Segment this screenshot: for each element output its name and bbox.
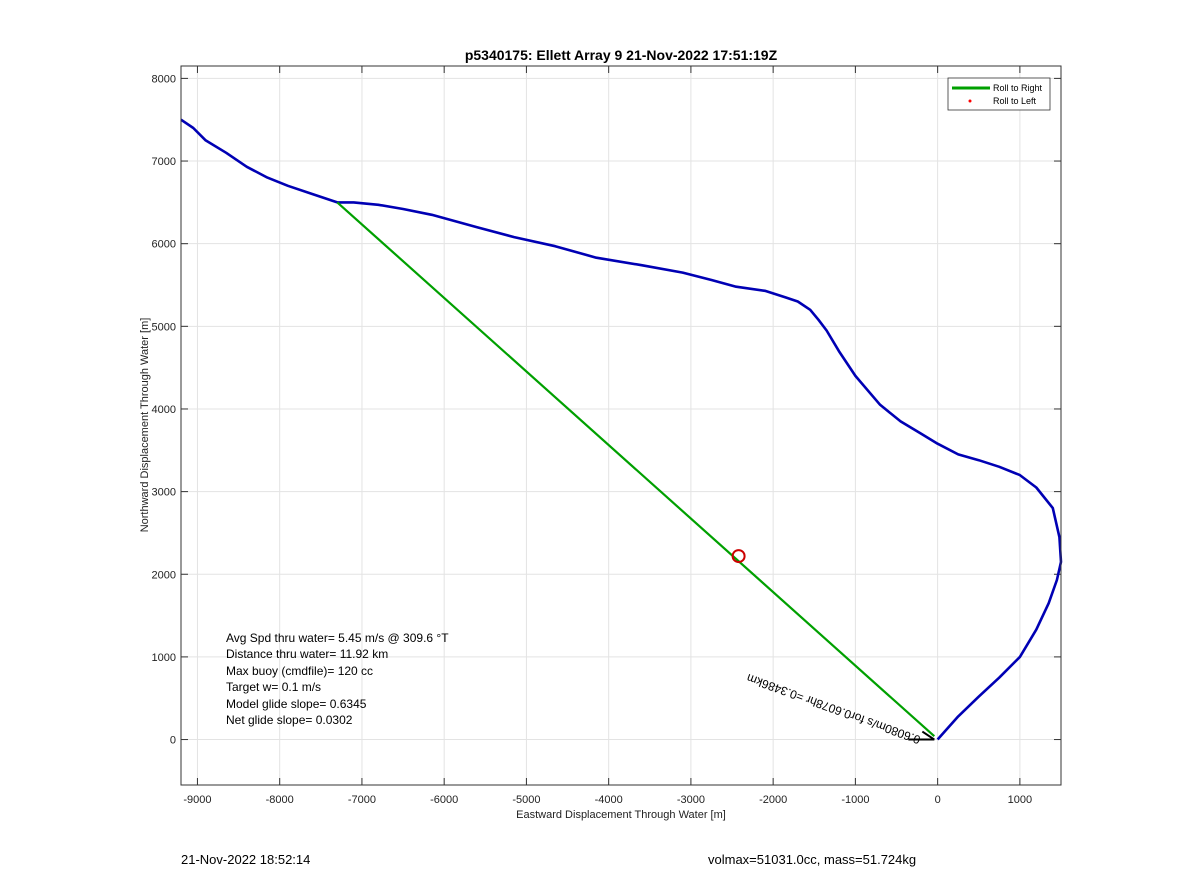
stats-line: Target w= 0.1 m/s <box>226 680 321 694</box>
legend-label-roll-left: Roll to Left <box>993 96 1037 106</box>
stats-line: Avg Spd thru water= 5.45 m/s @ 309.6 °T <box>226 631 449 645</box>
y-tick-label: 7000 <box>152 156 176 168</box>
grid <box>181 66 1061 785</box>
x-tick-label: -7000 <box>348 794 376 806</box>
axes <box>181 66 1061 785</box>
y-tick-label: 4000 <box>152 404 176 416</box>
legend-label-roll-right: Roll to Right <box>993 83 1043 93</box>
x-tick-label: -8000 <box>266 794 294 806</box>
stats-line: Max buoy (cmdfile)= 120 cc <box>226 664 373 678</box>
x-tick-label: -1000 <box>841 794 869 806</box>
y-axis-label: Northward Displacement Through Water [m] <box>139 318 151 533</box>
x-tick-label: -5000 <box>512 794 540 806</box>
x-tick-label: -3000 <box>677 794 705 806</box>
y-tick-label: 2000 <box>152 569 176 581</box>
position-marker <box>731 549 746 564</box>
stats-line: Model glide slope= 0.6345 <box>226 697 367 711</box>
plot-area <box>181 66 1061 785</box>
x-tick-label: 0 <box>935 794 941 806</box>
x-axis-label: Eastward Displacement Through Water [m] <box>516 809 726 821</box>
y-tick-label: 5000 <box>152 321 176 333</box>
y-tick-label: 6000 <box>152 239 176 251</box>
ticks: -9000 -8000 -7000 -6000 -5000 -4000 -3000 -2000… <box>152 66 1061 806</box>
legend-marker-roll-left <box>968 99 972 103</box>
footer-vol-mass: volmax=51031.0cc, mass=51.724kg <box>708 852 917 867</box>
stats-line: Net glide slope= 0.0302 <box>226 713 353 727</box>
axes-frame <box>180 65 1062 786</box>
x-tick-label: -4000 <box>595 794 623 806</box>
stats-text-box: Avg Spd thru water= 5.45 m/s @ 309.6 °T … <box>226 631 449 727</box>
legend-box <box>947 77 1051 111</box>
y-tick-label: 1000 <box>152 652 176 664</box>
footer-timestamp: 21-Nov-2022 18:52:14 <box>181 852 311 867</box>
stats-line: Distance thru water= 11.92 km <box>226 647 388 661</box>
x-tick-label: -9000 <box>183 794 211 806</box>
chart-title: p5340175: Ellett Array 9 21-Nov-2022 17:… <box>465 47 778 63</box>
y-tick-label: 0 <box>170 735 176 747</box>
x-tick-label: -2000 <box>759 794 787 806</box>
y-tick-label: 3000 <box>152 487 176 499</box>
roll-right-line <box>336 201 936 738</box>
legend: Roll to Right Roll to Left <box>947 77 1051 111</box>
y-tick-label: 8000 <box>152 73 176 85</box>
x-tick-label: 1000 <box>1008 794 1032 806</box>
x-tick-label: -6000 <box>430 794 458 806</box>
current-arrow-head <box>921 730 935 741</box>
